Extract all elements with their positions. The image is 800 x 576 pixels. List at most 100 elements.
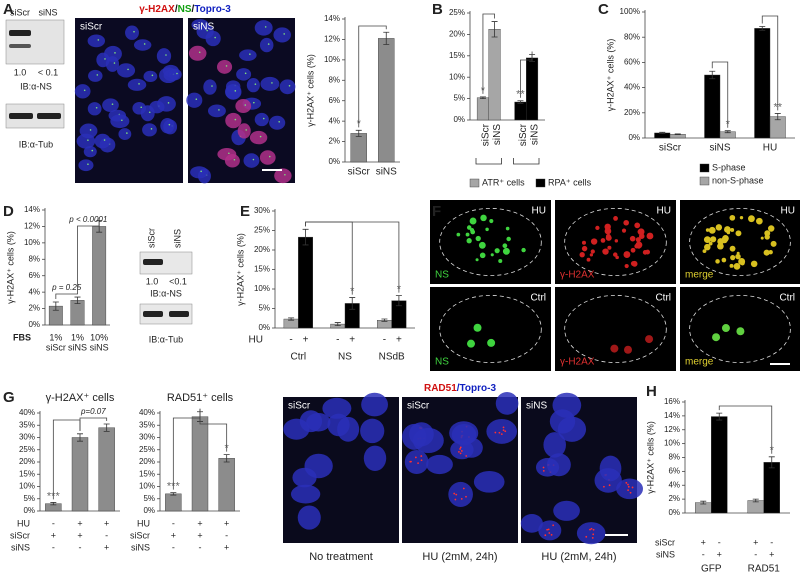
error-bar [74,296,81,305]
y-tick-label: 5% [143,494,155,503]
nucleus [337,416,360,442]
focus [253,101,255,104]
nucleus [557,416,587,442]
focus [83,89,86,92]
focus [542,466,545,469]
focus [590,527,593,530]
focus [234,118,237,121]
y-tick-label: 10% [324,55,340,64]
channel-label: γ-H2AX [560,357,595,368]
antibody: IB:α-NS [150,288,182,298]
y-tick-label: 0% [628,133,640,142]
y-tick-label: 15% [19,469,35,478]
nucleus [426,454,453,475]
condition-value: - [336,335,339,346]
nucleus [361,392,389,417]
nucleus [105,56,120,72]
quant: < 0.1 [38,67,58,77]
nucleus [553,500,580,521]
focus [637,245,641,249]
focus [600,238,606,243]
error-bar [479,96,486,99]
condition-label: siScr [10,530,30,540]
bar [763,462,780,514]
bar [514,101,527,121]
error-bar [52,301,59,311]
focus [271,82,273,84]
y-axis-label: γ-H2AX⁺ cells (%) [235,233,245,306]
focus [420,455,423,457]
focus [502,429,505,432]
focus [127,68,129,71]
nucleus [404,449,429,475]
y-tick-label: 40% [19,408,35,417]
focus [138,83,140,85]
nucleus [160,117,175,134]
focus [420,459,423,462]
focus [590,238,598,245]
focus [96,74,99,76]
condition-value: - [289,335,292,346]
focus [591,536,594,539]
title-part: NS [178,4,192,15]
nucleus [259,150,276,165]
nucleus [87,34,106,48]
focus [487,338,496,347]
y-tick-label: 0% [668,508,680,517]
y-tick-label: 25% [449,8,465,17]
bar [70,300,85,326]
bracket [718,405,773,454]
focus [607,245,612,250]
focus [87,139,89,141]
error-bar [716,412,723,421]
bar [350,133,367,163]
focus [729,263,734,268]
focus [604,223,611,231]
focus [738,258,746,265]
focus [521,247,526,253]
lane-label: siNS [172,229,182,248]
focus [479,252,486,259]
error-bar [77,433,83,442]
micrograph [430,200,551,284]
y-tick-label: 15% [139,469,155,478]
bar [747,500,764,514]
y-tick-label: 15% [449,51,465,60]
focus [635,237,641,243]
focus [630,247,636,253]
y-tick-label: 6% [668,466,680,475]
nucleus [274,168,292,184]
nucleus [306,412,331,432]
y-tick-label: 4% [328,116,340,125]
focus [480,214,487,222]
condition-label: Ctrl [530,293,546,304]
focus [763,249,770,256]
antibody: IB:α-Tub [149,334,183,344]
focus [478,241,486,249]
nucleus [292,467,317,488]
focus [454,498,457,501]
condition-value: + [104,518,109,528]
focus [140,106,143,109]
focus [614,239,619,243]
condition-value: - [702,549,705,559]
error-bar [774,113,781,121]
focus [705,228,710,232]
panel-label: D [3,203,14,220]
x-tick-label: siNS [492,124,503,145]
legend-swatch [469,178,480,188]
panel-label: C [598,1,609,18]
focus [466,225,472,230]
quant: 1.0 [14,67,27,77]
focus [506,236,511,242]
x-tick-label: NS [338,352,352,363]
x-tick-label: siScr [348,167,371,178]
error-bar [700,500,707,505]
nucleus [203,79,217,95]
focus [721,257,727,263]
nucleus [102,98,119,112]
y-axis-label: γ-H2AX⁺ cells (%) [305,54,315,127]
micrograph-title: RAD51/Topro-3 [424,383,496,394]
condition-label: siScr [655,537,675,547]
focus [211,85,213,87]
